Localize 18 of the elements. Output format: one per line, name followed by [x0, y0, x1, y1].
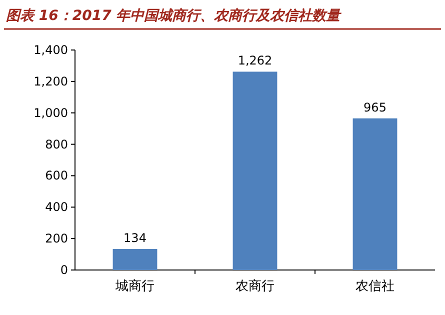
y-tick-label: 800 — [45, 137, 68, 152]
data-label: 1,262 — [238, 54, 272, 68]
data-label: 965 — [364, 100, 386, 114]
y-tick-label: 1,200 — [34, 74, 68, 88]
bar — [352, 118, 398, 270]
y-tick-label: 400 — [45, 200, 68, 214]
y-tick-label: 1,000 — [34, 106, 68, 120]
bar — [232, 72, 278, 270]
y-tick-label: 0 — [60, 263, 68, 277]
y-tick-label: 600 — [45, 168, 68, 183]
data-label: 134 — [124, 230, 146, 245]
bar — [112, 248, 158, 270]
x-tick-label: 城商行 — [114, 279, 154, 294]
y-tick-label: 200 — [45, 232, 68, 246]
x-tick-label: 农商行 — [236, 279, 274, 294]
x-tick-label: 农信社 — [356, 279, 394, 294]
y-tick-label: 1,400 — [34, 43, 68, 57]
chart-title: 图表 16：2017 年中国城商行、农商行及农信社数量 — [6, 7, 342, 24]
